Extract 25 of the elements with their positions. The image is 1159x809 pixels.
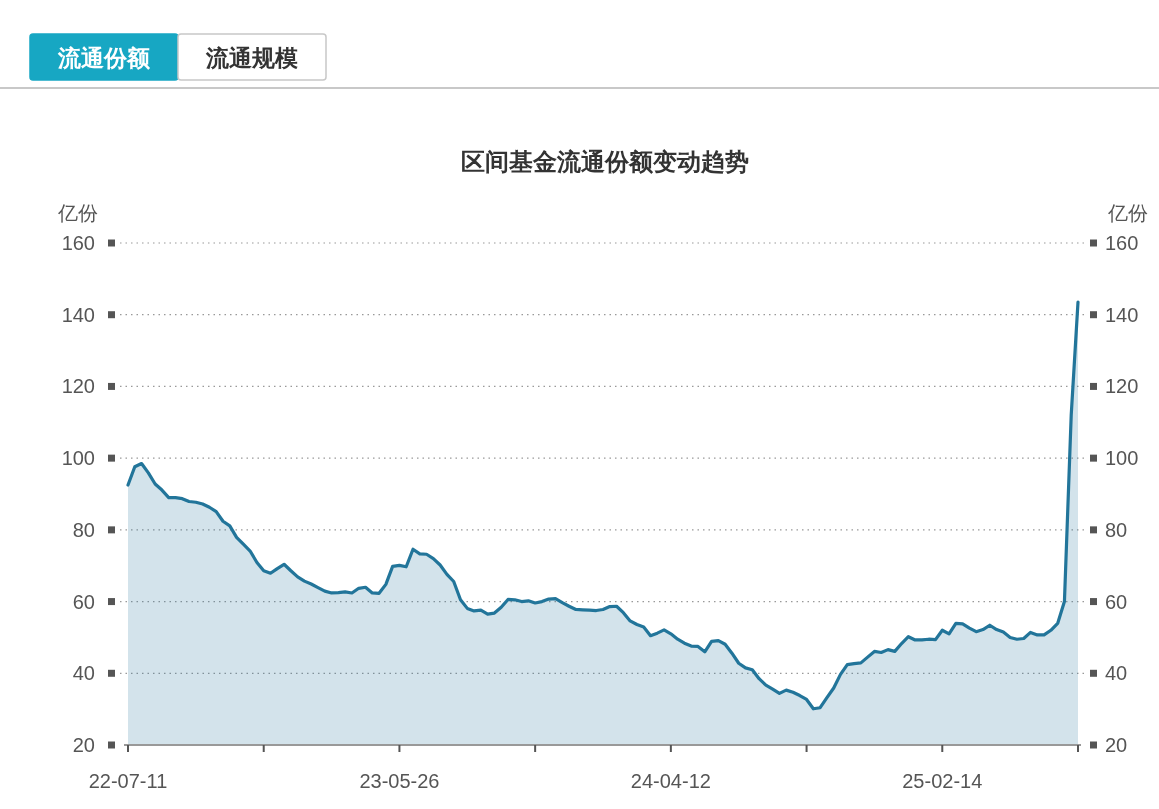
x-tick-label: 24-04-12	[630, 770, 711, 792]
y2-tick-label: 20	[1105, 734, 1128, 756]
x-tick-label: 22-07-11	[88, 770, 168, 792]
y2-tick-label: 120	[1105, 375, 1139, 398]
y-tick-label: 100	[61, 447, 95, 470]
y2-tick-label: 80	[1105, 518, 1128, 541]
y-tick-label: 60	[72, 590, 95, 613]
y2-tick-label: 60	[1105, 590, 1128, 613]
y-tick-label: 140	[61, 303, 95, 326]
x-tick-label: 25-02-14	[902, 770, 983, 792]
x-tick-label: 23-05-26	[359, 770, 440, 792]
y-tick-label: 40	[72, 662, 95, 685]
y-tick-label: 120	[61, 375, 95, 398]
y-tick-label: 20	[72, 734, 95, 756]
y2-axis-title: 亿份	[1107, 202, 1148, 224]
y2-tick-label: 40	[1105, 662, 1128, 685]
y2-tick-label: 140	[1105, 303, 1139, 326]
y-tick-label: 80	[72, 518, 95, 541]
chart-title: 区间基金流通份额变动趋势	[461, 148, 749, 175]
text: 流通份额	[57, 45, 151, 71]
y2-tick-label: 160	[1105, 232, 1139, 254]
y-tick-label: 160	[61, 232, 95, 254]
y2-tick-label: 100	[1105, 447, 1139, 470]
text: 流通规模	[205, 45, 298, 71]
y-axis-title: 亿份	[57, 202, 98, 224]
